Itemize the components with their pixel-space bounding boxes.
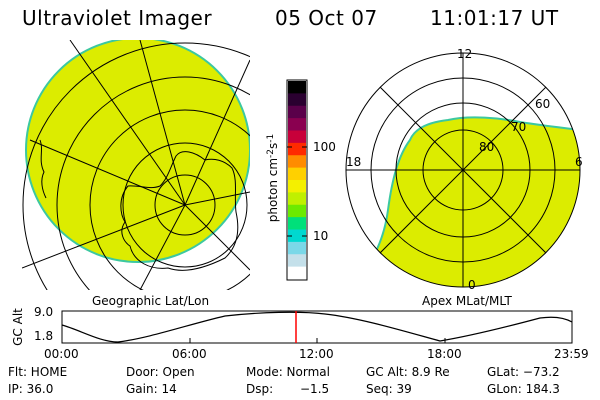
geographic-latitude: GLat: −73.2 bbox=[487, 365, 560, 379]
instrument-title: Ultraviolet Imager bbox=[22, 6, 213, 30]
colorbar-band bbox=[288, 81, 306, 94]
colorbar-band bbox=[288, 142, 306, 156]
colorbar-unit-label: photon cm-2s-1 bbox=[266, 134, 280, 223]
mlt-label-18: 18 bbox=[346, 155, 362, 169]
altitude-xtick-end: 23:59 bbox=[554, 347, 589, 361]
altitude-xtick-0: 00:00 bbox=[44, 347, 79, 361]
geographic-longitude: GLon: 184.3 bbox=[487, 382, 560, 396]
dsp-value: −1.5 bbox=[300, 382, 330, 396]
colorbar-tick-100: 100 bbox=[313, 140, 336, 154]
altitude-ytick-1.8: 1.8 bbox=[34, 329, 54, 343]
altitude-xtick-6: 06:00 bbox=[172, 347, 207, 361]
gc-altitude: GC Alt: 8.9 Re bbox=[366, 365, 450, 379]
colorbar-band bbox=[288, 217, 306, 230]
colorbar-band bbox=[288, 130, 306, 144]
altitude-ylabel: GC Alt bbox=[11, 308, 25, 346]
colorbar-band bbox=[288, 93, 306, 107]
colorbar-band bbox=[288, 241, 306, 255]
colorbar-band bbox=[288, 266, 306, 280]
flight-status: Flt: HOME bbox=[8, 365, 68, 379]
altitude-xtick-12: 12:00 bbox=[299, 347, 334, 361]
geographic-caption: Geographic Lat/Lon bbox=[92, 294, 210, 308]
altitude-curve bbox=[61, 311, 573, 343]
header-date: 05 Oct 07 bbox=[275, 6, 378, 30]
colorbar-band bbox=[288, 192, 306, 206]
lat-label-80: 80 bbox=[479, 140, 495, 154]
lat-label-70: 70 bbox=[511, 120, 527, 134]
lat-label-60: 60 bbox=[535, 97, 551, 111]
door-status: Door: Open bbox=[126, 365, 195, 379]
colorbar-band bbox=[288, 118, 306, 131]
colorbar-band bbox=[288, 254, 306, 268]
mode-status: Mode: Normal bbox=[246, 365, 330, 379]
colorbar-band bbox=[288, 204, 306, 218]
sequence-number: Seq: 39 bbox=[366, 382, 412, 396]
dsp-label: Dsp: bbox=[246, 382, 274, 396]
mlt-label-6: 6 bbox=[575, 155, 583, 169]
coastline bbox=[120, 151, 239, 271]
colorbar-band bbox=[288, 167, 306, 181]
header-time: 11:01:17 UT bbox=[430, 6, 559, 30]
mlt-label-0: 0 bbox=[468, 278, 476, 292]
colorbar-tick-10: 10 bbox=[313, 229, 329, 243]
colorbar-band bbox=[288, 105, 306, 119]
gain-value: Gain: 14 bbox=[126, 382, 177, 396]
apex-caption: Apex MLat/MLT bbox=[422, 294, 512, 308]
colorbar-band bbox=[288, 180, 306, 193]
colorbar-band bbox=[288, 229, 306, 243]
colorbar bbox=[288, 81, 306, 280]
mlt-label-12: 12 bbox=[457, 47, 473, 61]
colorbar-band bbox=[288, 155, 306, 169]
ip-value: IP: 36.0 bbox=[8, 382, 54, 396]
altitude-xtick-18: 18:00 bbox=[427, 347, 462, 361]
left-uv-image bbox=[25, 40, 250, 263]
altitude-ytick-9: 9.0 bbox=[34, 305, 54, 319]
